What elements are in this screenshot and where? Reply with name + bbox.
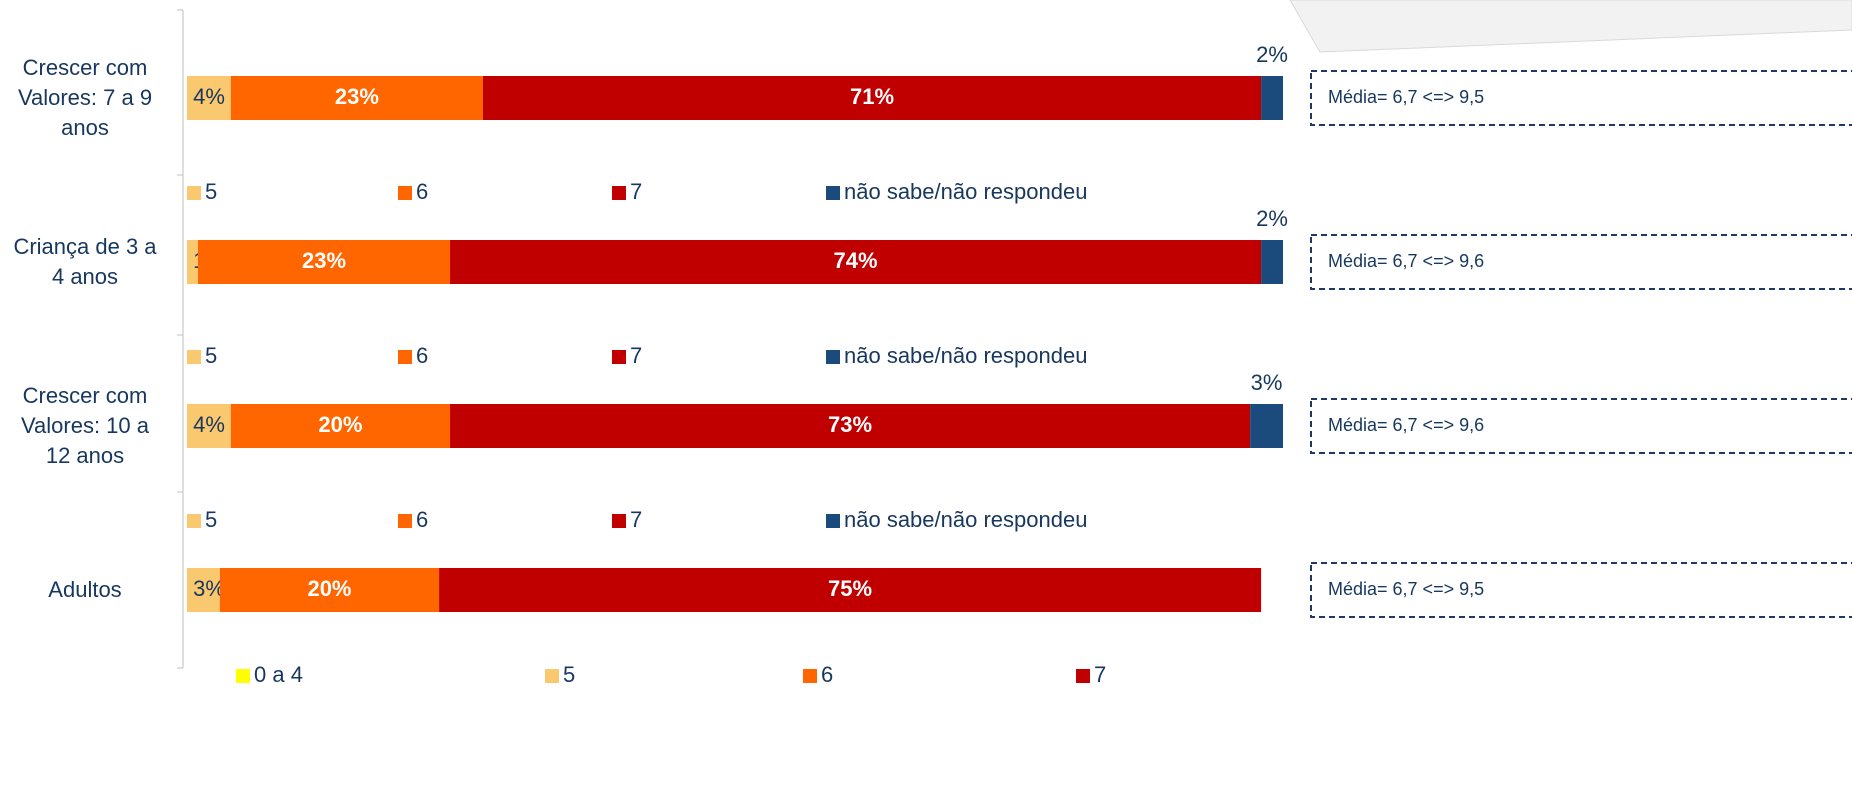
legend-swatch — [803, 669, 817, 683]
bar-segment — [482, 76, 1262, 120]
legend-swatch — [612, 186, 626, 200]
bar-segment — [230, 404, 451, 448]
legend-label: 5 — [205, 343, 217, 368]
data-label: 74% — [834, 248, 878, 273]
legend-label: não sabe/não respondeu — [844, 507, 1087, 532]
legend-swatch — [1076, 669, 1090, 683]
data-label: 2% — [1256, 42, 1288, 67]
bar-segment — [187, 240, 198, 284]
legend-swatch — [826, 350, 840, 364]
legend-label: 5 — [205, 507, 217, 532]
annotation: Média= 6,7 <=> 9,6 — [1328, 251, 1484, 271]
data-label: 20% — [318, 412, 362, 437]
bar-segment — [187, 76, 231, 120]
legend-swatch — [187, 514, 201, 528]
bar-segment — [187, 404, 231, 448]
bar-segment — [197, 240, 451, 284]
legend-swatch — [187, 186, 201, 200]
category-label: Crescer com Valores: 7 a 9 anos — [17, 55, 153, 140]
legend-swatch — [236, 669, 250, 683]
legend-label: 6 — [416, 179, 428, 204]
annotation-box — [1310, 70, 1852, 126]
data-label: 3% — [1251, 370, 1283, 395]
legend-swatch — [545, 669, 559, 683]
bar-segment — [450, 404, 1251, 448]
legend-label: não sabe/não respondeu — [844, 179, 1087, 204]
legend-swatch — [398, 350, 412, 364]
annotation: Média= 6,7 <=> 9,5 — [1328, 579, 1484, 599]
legend-label: 7 — [1094, 662, 1106, 687]
data-label: 23% — [335, 84, 379, 109]
legend-swatch — [612, 514, 626, 528]
legend-swatch — [398, 186, 412, 200]
category-label: Criança de 3 a 4 anos — [13, 234, 157, 289]
data-label: 73% — [828, 412, 872, 437]
annotation-box — [1310, 562, 1852, 618]
category-label: Adultos — [48, 577, 122, 602]
data-label: 3% — [193, 576, 225, 601]
category-label: Crescer com Valores: 10 a 12 anos — [20, 383, 149, 468]
legend-label: não sabe/não respondeu — [844, 343, 1087, 368]
bar-segment — [1250, 404, 1283, 448]
legend-swatch — [398, 514, 412, 528]
bar-segment — [439, 568, 1262, 612]
data-label: 4% — [193, 84, 225, 109]
bar-segment — [230, 76, 483, 120]
decoration — [1289, 0, 1852, 53]
legend-swatch — [187, 350, 201, 364]
annotation: Média= 6,7 <=> 9,5 — [1328, 87, 1484, 107]
data-label: 75% — [828, 576, 872, 601]
data-label: 23% — [302, 248, 346, 273]
legend-label: 7 — [630, 343, 642, 368]
annotation: Média= 6,7 <=> 9,6 — [1328, 415, 1484, 435]
bar-segment — [187, 568, 220, 612]
bar-segment — [219, 568, 440, 612]
legend-label: 7 — [630, 507, 642, 532]
data-label: 20% — [307, 576, 351, 601]
legend-label: 0 a 4 — [254, 662, 303, 687]
legend-swatch — [612, 350, 626, 364]
bar-segment — [450, 240, 1262, 284]
legend-swatch — [826, 514, 840, 528]
bar-segment — [1261, 240, 1283, 284]
legend-label: 6 — [416, 507, 428, 532]
legend-label: 6 — [821, 662, 833, 687]
annotation-box — [1310, 398, 1852, 454]
legend-label: 5 — [563, 662, 575, 687]
data-label: 2% — [1256, 206, 1288, 231]
legend-label: 5 — [205, 179, 217, 204]
legend-swatch — [826, 186, 840, 200]
legend-label: 7 — [630, 179, 642, 204]
legend-label: 6 — [416, 343, 428, 368]
data-label: 71% — [850, 84, 894, 109]
bar-segment — [1261, 76, 1283, 120]
annotation-box — [1310, 234, 1852, 290]
data-label: 4% — [193, 412, 225, 437]
